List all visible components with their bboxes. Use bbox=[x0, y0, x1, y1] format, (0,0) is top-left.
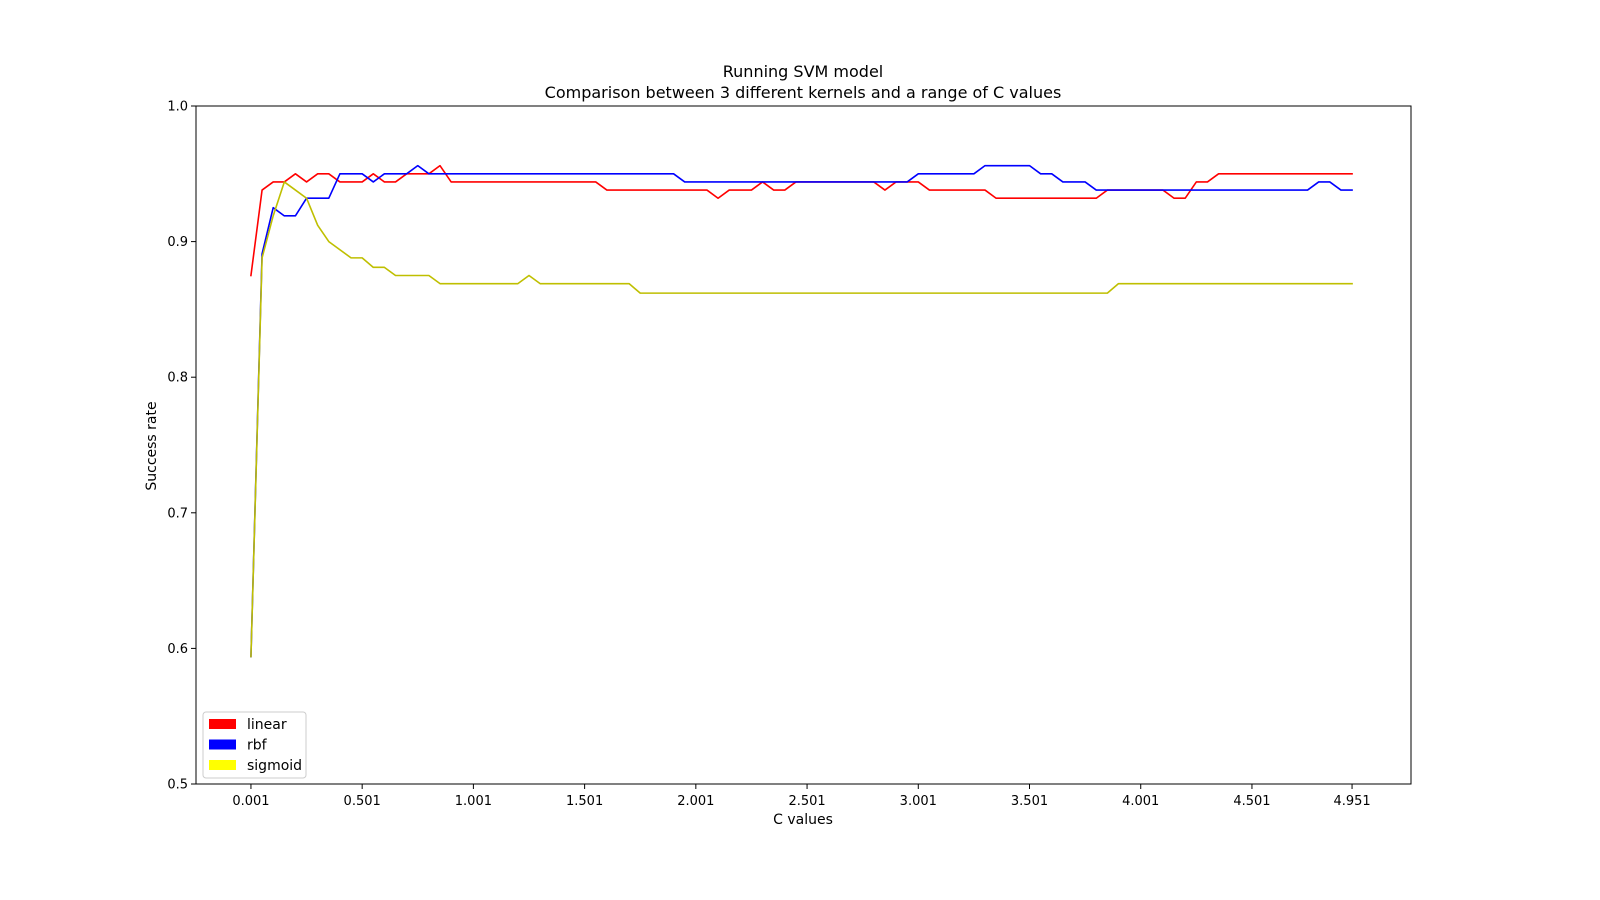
series-layer bbox=[250, 164, 1353, 658]
x-tick-label: 4.001 bbox=[1122, 794, 1159, 809]
x-tick-label: 1.001 bbox=[455, 794, 492, 809]
y-axis: 0.5 0.6 0.7 0.8 0.9 1.0 bbox=[167, 100, 196, 793]
y-tick-label: 0.8 bbox=[167, 371, 188, 386]
y-tick-label: 0.7 bbox=[167, 506, 188, 521]
x-tick-label: 3.501 bbox=[1011, 794, 1048, 809]
series-line-sigmoid bbox=[250, 181, 1353, 658]
series-line-linear bbox=[250, 164, 1353, 277]
x-tick-label: 4.501 bbox=[1233, 794, 1270, 809]
legend-swatch-sigmoid bbox=[209, 760, 236, 770]
x-tick-label: 1.501 bbox=[566, 794, 603, 809]
legend: linear rbf sigmoid bbox=[202, 711, 307, 779]
x-tick-label: 2.001 bbox=[677, 794, 714, 809]
y-axis-label: Success rate bbox=[144, 401, 160, 490]
y-tick-label: 0.6 bbox=[167, 642, 188, 657]
legend-label-sigmoid: sigmoid bbox=[247, 758, 302, 774]
x-axis-label: C values bbox=[773, 812, 833, 828]
y-tick-label: 1.0 bbox=[167, 100, 188, 115]
x-axis: 0.001 0.501 1.001 1.501 2.001 2.501 3.001 3.501… bbox=[232, 784, 1371, 809]
x-tick-label: 2.501 bbox=[788, 794, 825, 809]
x-tick-label: 4.951 bbox=[1333, 794, 1370, 809]
x-tick-label: 0.501 bbox=[344, 794, 381, 809]
plot-frame bbox=[195, 105, 1412, 785]
x-tick-label: 0.001 bbox=[232, 794, 269, 809]
chart-title-line-2: Comparison between 3 different kernels a… bbox=[545, 83, 1062, 102]
series-line-rbf bbox=[250, 164, 1353, 658]
x-tick-label: 3.001 bbox=[900, 794, 937, 809]
legend-swatch-rbf bbox=[209, 739, 236, 750]
legend-label-linear: linear bbox=[247, 717, 287, 733]
legend-swatch-linear bbox=[209, 719, 236, 729]
y-tick-label: 0.5 bbox=[167, 778, 188, 793]
y-tick-label: 0.9 bbox=[167, 235, 188, 250]
legend-entries: linear rbf sigmoid bbox=[209, 717, 302, 774]
chart-title-line-1: Running SVM model bbox=[723, 62, 883, 81]
legend-label-rbf: rbf bbox=[247, 738, 268, 754]
